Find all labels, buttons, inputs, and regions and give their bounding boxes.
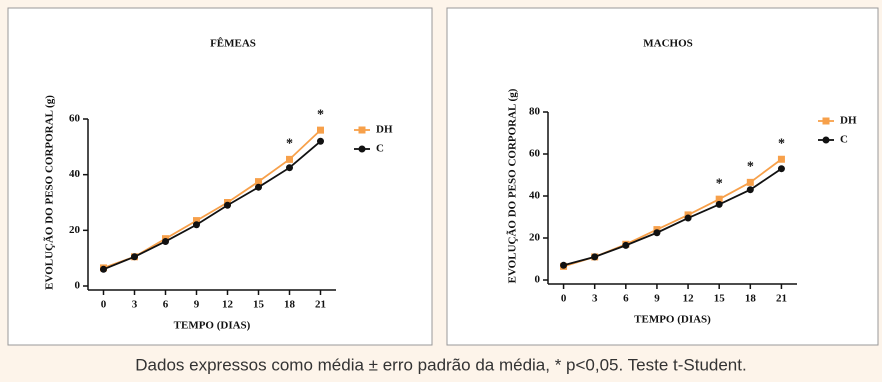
- y-tick-label: 40: [69, 168, 81, 180]
- x-tick-label: 9: [654, 293, 660, 305]
- marker: [622, 241, 630, 249]
- significance-mark: *: [747, 160, 754, 175]
- x-tick-label: 15: [253, 299, 265, 311]
- significance-mark: *: [778, 136, 785, 151]
- series-line: [103, 140, 322, 271]
- marker: [746, 186, 754, 194]
- x-tick-label: 21: [776, 293, 787, 305]
- legend-label: DH: [840, 115, 857, 127]
- legend-marker: [822, 117, 830, 125]
- right-panel: [446, 7, 879, 346]
- x-tick-label: 12: [222, 299, 234, 311]
- marker: [684, 214, 692, 222]
- caption: Dados expressos como média ± erro padrão…: [135, 355, 746, 374]
- legend-label: C: [376, 143, 384, 155]
- y-tick-label: 40: [529, 190, 541, 202]
- x-tick-label: 18: [745, 293, 757, 305]
- marker: [100, 265, 107, 273]
- legend-marker: [358, 126, 366, 134]
- marker: [317, 137, 324, 145]
- chart-title: MACHOS: [643, 38, 693, 50]
- x-tick-label: 3: [132, 299, 138, 311]
- x-tick-label: 18: [284, 299, 296, 311]
- x-axis-label: TEMPO (DIAS): [174, 320, 251, 332]
- marker: [131, 253, 138, 261]
- marker: [224, 201, 231, 209]
- y-tick-label: 60: [69, 113, 81, 125]
- marker: [591, 253, 599, 261]
- y-axis-label: EVOLUÇÃO DO PESO CORPORAL (g): [507, 88, 519, 283]
- marker: [255, 178, 262, 186]
- marker: [777, 165, 785, 173]
- y-tick-label: 60: [529, 148, 541, 160]
- legend-marker: [358, 145, 366, 153]
- marker: [777, 155, 785, 163]
- marker: [715, 200, 723, 208]
- x-tick-label: 9: [194, 299, 200, 311]
- x-tick-label: 6: [163, 299, 169, 311]
- x-tick-label: 12: [683, 293, 695, 305]
- marker: [255, 183, 262, 191]
- legend-label: DH: [376, 124, 393, 136]
- significance-mark: *: [286, 137, 293, 152]
- legend-marker: [822, 136, 830, 144]
- y-tick-label: 80: [529, 106, 541, 118]
- marker: [746, 178, 754, 186]
- x-tick-label: 6: [623, 293, 629, 305]
- x-tick-label: 15: [714, 293, 726, 305]
- y-axis-label: EVOLUÇÃO DO PESO CORPORAL (g): [44, 95, 56, 290]
- y-tick-label: 0: [75, 280, 81, 292]
- y-tick-label: 20: [529, 232, 541, 244]
- significance-mark: *: [716, 176, 723, 191]
- marker: [715, 195, 723, 203]
- left-panel: [7, 7, 433, 346]
- legend-label: C: [840, 134, 848, 146]
- chart-title: FÊMEAS: [210, 38, 256, 50]
- marker: [286, 155, 293, 163]
- marker: [560, 261, 568, 269]
- marker: [653, 229, 661, 237]
- x-tick-label: 0: [101, 299, 107, 311]
- marker: [193, 221, 200, 229]
- y-tick-label: 20: [69, 224, 81, 236]
- significance-mark: *: [317, 107, 324, 122]
- y-tick-label: 0: [535, 274, 541, 286]
- x-tick-label: 0: [561, 293, 567, 305]
- marker: [286, 164, 293, 172]
- marker: [317, 126, 324, 134]
- x-axis-label: TEMPO (DIAS): [634, 314, 711, 326]
- series-line: [563, 167, 782, 267]
- x-tick-label: 3: [592, 293, 598, 305]
- marker: [193, 217, 200, 225]
- x-tick-label: 21: [315, 299, 326, 311]
- marker: [162, 237, 169, 245]
